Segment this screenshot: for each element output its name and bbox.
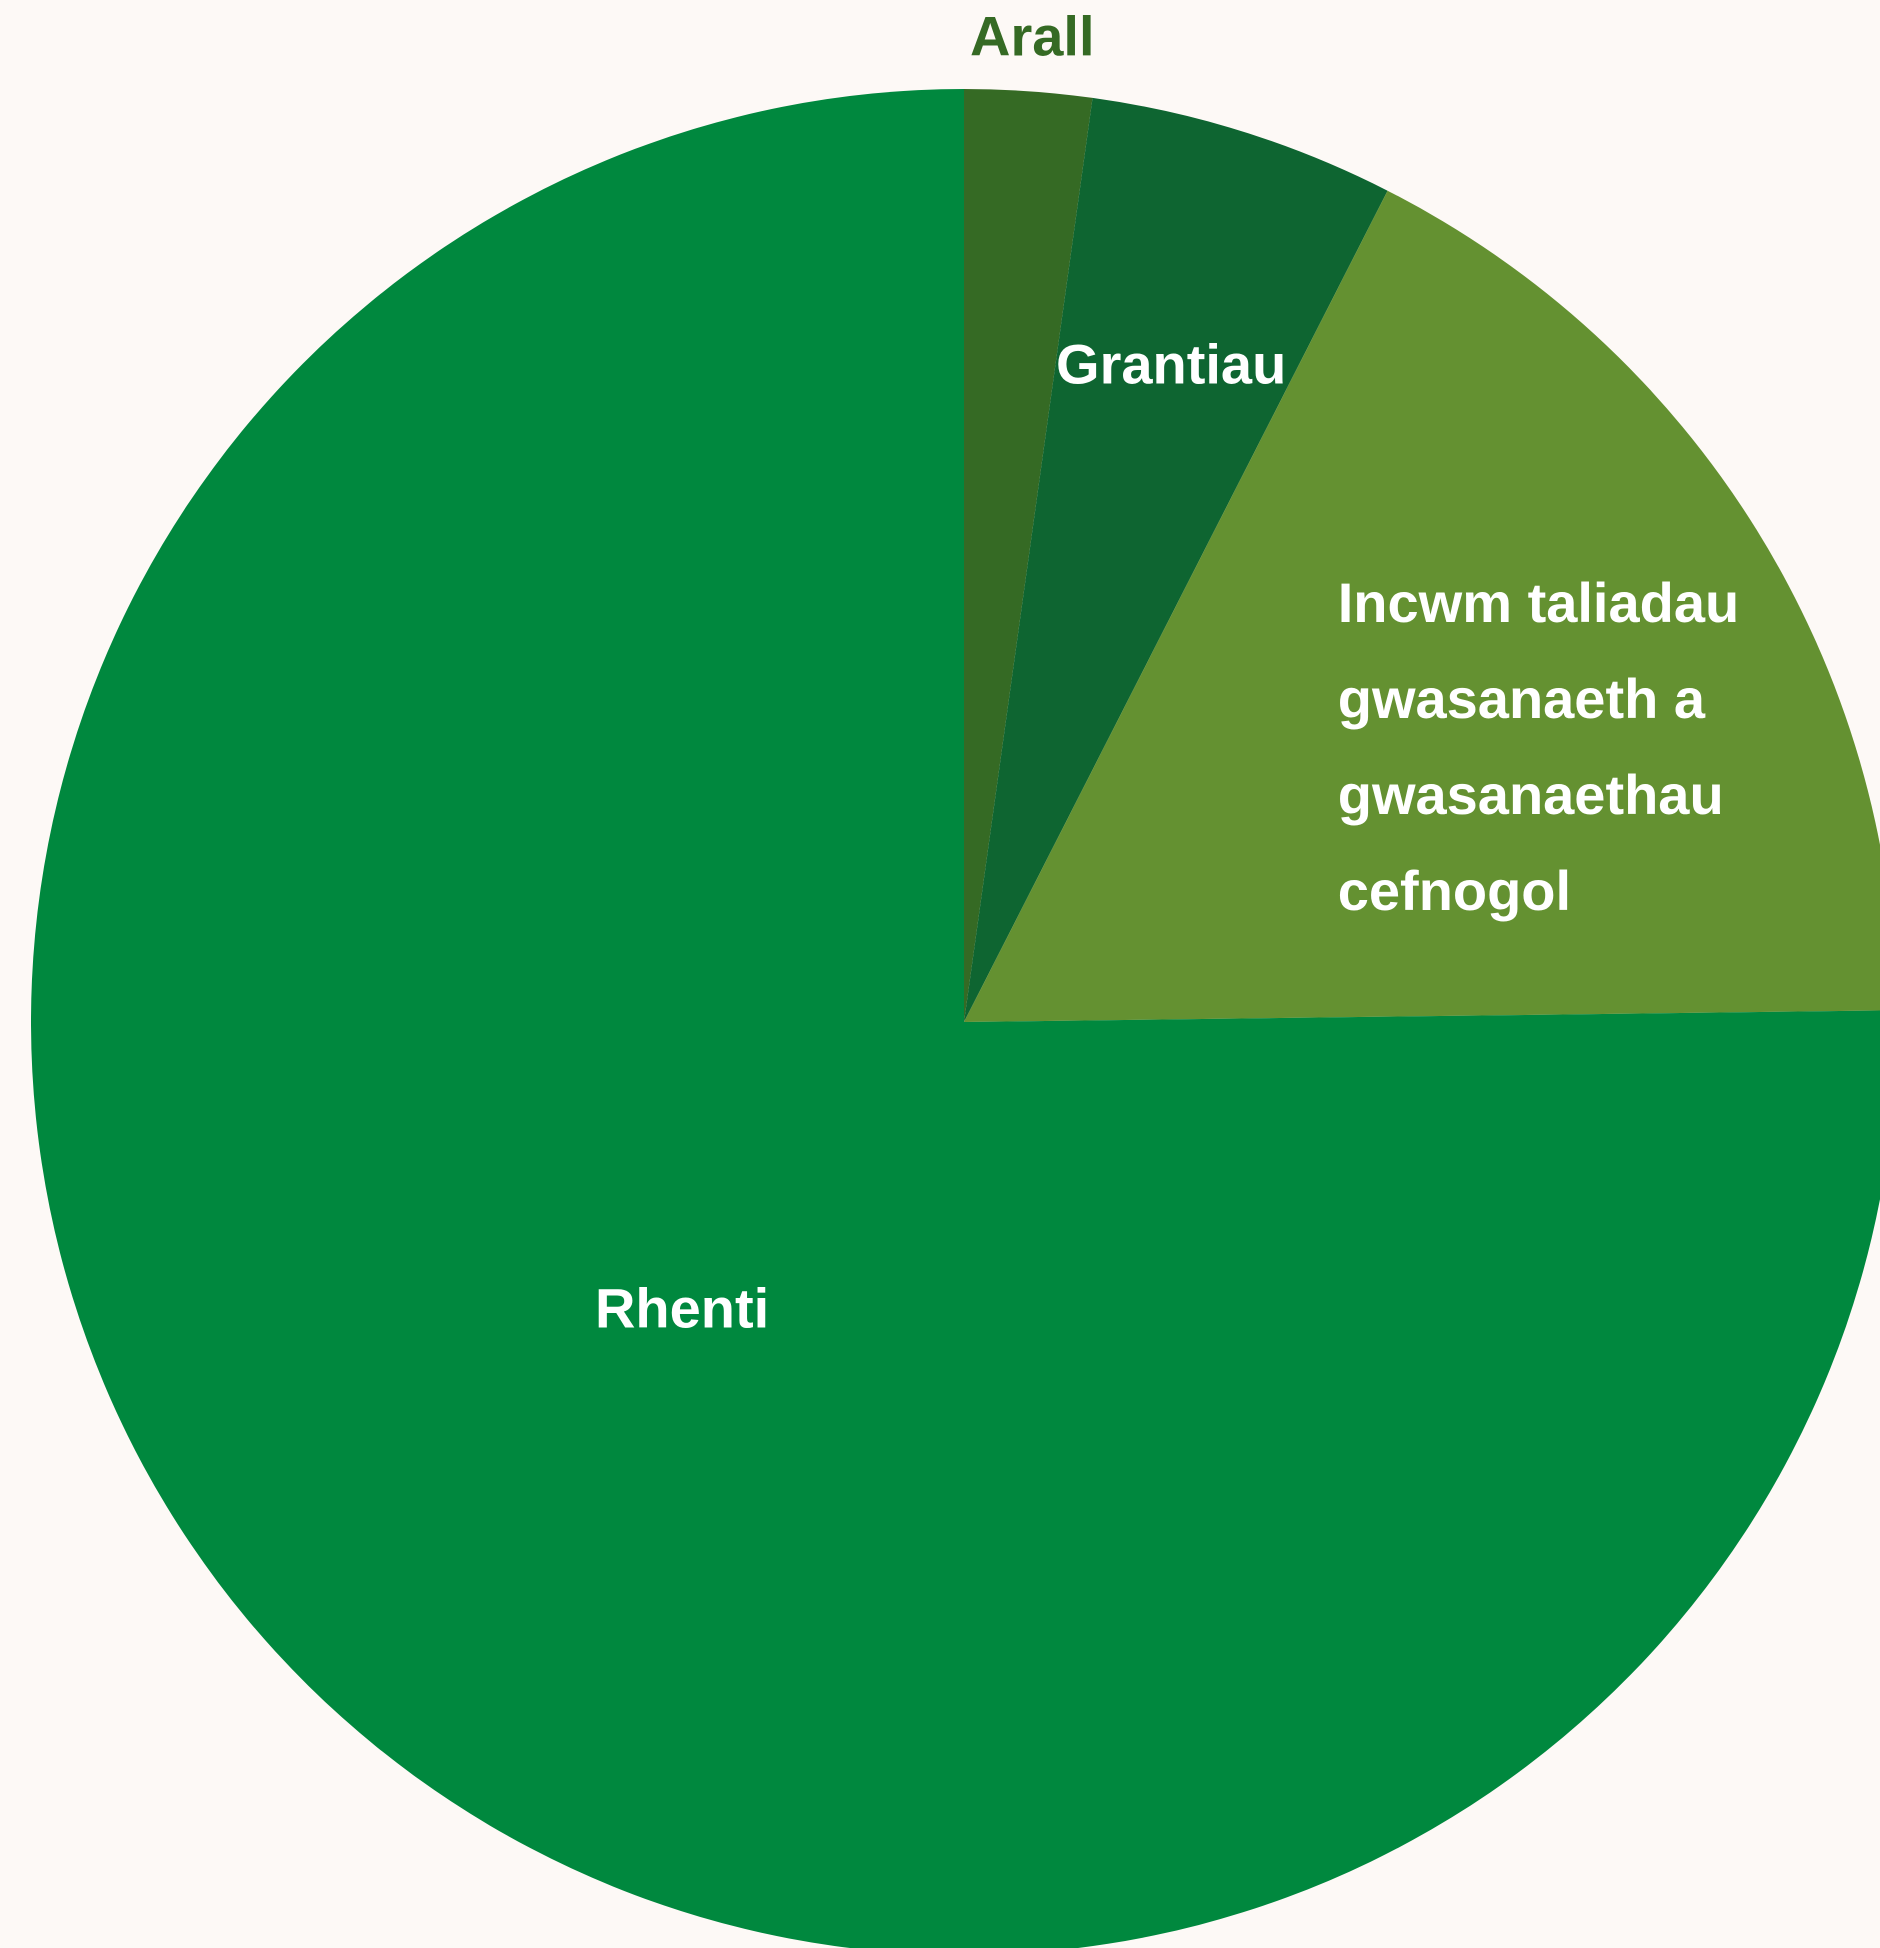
slice-label-line: Incwm taliadau — [1338, 571, 1739, 634]
pie-slice-grantiau — [964, 97, 1388, 1023]
slice-label-grantiau: Grantiau — [1056, 332, 1286, 395]
slice-label-rhenti: Rhenti — [595, 1276, 769, 1339]
slice-label-incwm: Incwm taliadau gwasanaeth a gwasanaethau ce… — [1338, 571, 1739, 922]
slice-label-line: cefnogol — [1338, 859, 1571, 922]
slice-label-line: Arall — [970, 4, 1095, 67]
slice-label-line: gwasanaeth a — [1338, 667, 1706, 730]
slice-label-line: Grantiau — [1056, 332, 1286, 395]
pie-slice-incwm — [964, 190, 1880, 1022]
slice-label-arall: Arall — [970, 4, 1095, 67]
pie-slice-arall — [964, 89, 1093, 1022]
pie-labels: Arall Grantiau Incwm taliadau gwasanaeth a g… — [595, 4, 1739, 1339]
slice-label-line: gwasanaethau — [1338, 763, 1724, 826]
pie-slices — [31, 89, 1880, 1948]
slice-label-line: Rhenti — [595, 1276, 769, 1339]
pie-slice-rhenti — [31, 89, 1880, 1948]
